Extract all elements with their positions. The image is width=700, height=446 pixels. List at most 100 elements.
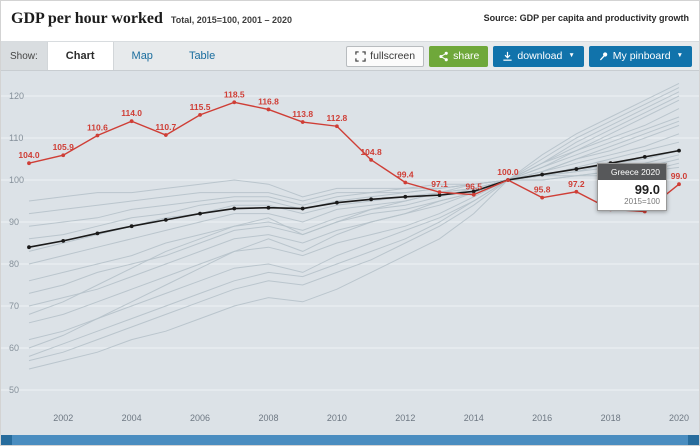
data-point (27, 245, 31, 250)
data-point (198, 113, 202, 117)
data-point (163, 133, 168, 137)
pinboard-button[interactable]: My pinboard ▼ (588, 45, 692, 67)
data-point (540, 195, 545, 200)
pinboard-caret-icon: ▼ (676, 51, 683, 59)
fullscreen-button[interactable]: fullscreen (346, 45, 425, 67)
data-point (369, 197, 374, 202)
y-tick-label: 50 (9, 385, 19, 395)
point-label: 99.4 (397, 170, 414, 180)
point-label: 104.0 (18, 150, 40, 160)
y-tick-label: 120 (9, 91, 24, 101)
x-tick-label: 2018 (601, 413, 621, 423)
fullscreen-icon (355, 50, 366, 62)
x-tick-label: 2006 (190, 413, 210, 423)
data-point (61, 239, 66, 243)
x-tick-label: 2010 (327, 413, 347, 423)
data-point (403, 194, 408, 199)
gdp-line-chart[interactable]: 50 60 70 80 90 100 110 120 2002 2004 2006 2008 2010 2… (1, 71, 700, 435)
point-label: 104.8 (360, 147, 382, 157)
source-label: Source: GDP per capita and productivity … (483, 13, 689, 23)
data-point (266, 107, 271, 112)
share-label: share (453, 50, 480, 62)
share-button[interactable]: share (429, 45, 489, 67)
point-label: 100.0 (497, 167, 519, 177)
data-point (369, 157, 374, 162)
chart-tooltip: Greece 2020 99.0 2015=100 (597, 163, 667, 211)
x-tick-label: 2004 (122, 413, 142, 423)
page-title: GDP per hour worked (11, 10, 163, 27)
y-tick-label: 100 (9, 175, 24, 185)
x-tick-label: 2002 (53, 413, 73, 423)
data-point (129, 119, 134, 124)
tooltip-title: Greece 2020 (598, 164, 666, 180)
download-button[interactable]: download ▼ (493, 45, 584, 67)
toolbar-buttons: fullscreen share download ▼ My pinboard (346, 42, 699, 70)
point-label: 95.8 (534, 185, 551, 195)
data-point (540, 172, 545, 177)
point-label: 114.0 (121, 108, 142, 118)
download-label: download (517, 50, 563, 62)
tab-table[interactable]: Table (188, 50, 216, 62)
timeline-handle-left[interactable] (1, 435, 12, 445)
y-tick-label: 90 (9, 217, 19, 227)
data-point (163, 218, 168, 222)
data-point (232, 100, 237, 105)
point-label: 118.5 (224, 89, 245, 99)
tooltip-body: 99.0 2015=100 (598, 180, 666, 210)
data-point (95, 231, 100, 236)
x-tick-label: 2016 (532, 413, 552, 423)
x-tick-label: 2014 (464, 413, 484, 423)
axes: 50 60 70 80 90 100 110 120 2002 2004 2006 2008 2010 2… (1, 91, 699, 423)
fullscreen-label: fullscreen (370, 50, 416, 62)
series-black (27, 148, 681, 250)
point-label: 97.1 (431, 179, 448, 189)
point-label: 99.0 (671, 171, 688, 181)
data-point (198, 211, 202, 216)
download-icon (502, 51, 513, 62)
data-point (437, 193, 442, 198)
title-group: GDP per hour worked Total, 2015=100, 200… (11, 10, 292, 28)
x-tick-label: 2008 (258, 413, 278, 423)
timeline-scrollbar[interactable] (1, 435, 699, 445)
series-greece: 104.0 105.9 110.6 114.0 110.7 115.5 118.5 116.8… (18, 89, 688, 214)
point-label: 105.9 (53, 142, 75, 152)
header: GDP per hour worked Total, 2015=100, 200… (1, 1, 699, 41)
data-point (642, 155, 647, 159)
data-point (129, 224, 134, 229)
data-point (677, 182, 681, 187)
point-label: 113.8 (292, 109, 313, 119)
data-point (471, 192, 476, 197)
data-point (506, 178, 510, 182)
data-point (334, 124, 339, 129)
point-label: 110.6 (87, 122, 108, 132)
point-label: 96.5 (465, 182, 482, 192)
background-country-lines (28, 82, 680, 370)
data-point (27, 161, 31, 166)
point-label: 115.5 (190, 102, 211, 112)
pin-icon (598, 51, 609, 62)
tooltip-value: 99.0 (634, 182, 660, 197)
show-label: Show: (1, 42, 47, 70)
data-point (61, 153, 66, 158)
y-tick-label: 80 (9, 259, 19, 269)
point-label: 112.8 (326, 113, 347, 123)
data-point (266, 205, 271, 210)
toolbar: Show: Chart Map Table fullscreen share (1, 41, 699, 71)
point-label: 110.7 (155, 122, 176, 132)
tab-chart[interactable]: Chart (46, 42, 114, 70)
tab-map[interactable]: Map (131, 50, 153, 62)
y-tick-label: 70 (9, 301, 19, 311)
pinboard-label: My pinboard (612, 50, 671, 62)
data-point (471, 189, 476, 194)
data-point (300, 206, 305, 211)
share-icon (438, 51, 449, 62)
data-point (300, 120, 305, 124)
point-label: 97.2 (568, 179, 585, 189)
chart-area: 50 60 70 80 90 100 110 120 2002 2004 2006 2008 2010 2… (1, 71, 699, 435)
download-caret-icon: ▼ (568, 51, 575, 59)
data-point (403, 180, 408, 185)
page-subtitle: Total, 2015=100, 2001 – 2020 (170, 15, 293, 25)
tooltip-note: 2015=100 (624, 197, 660, 206)
timeline-handle-right[interactable] (688, 435, 699, 445)
data-point (334, 200, 339, 205)
